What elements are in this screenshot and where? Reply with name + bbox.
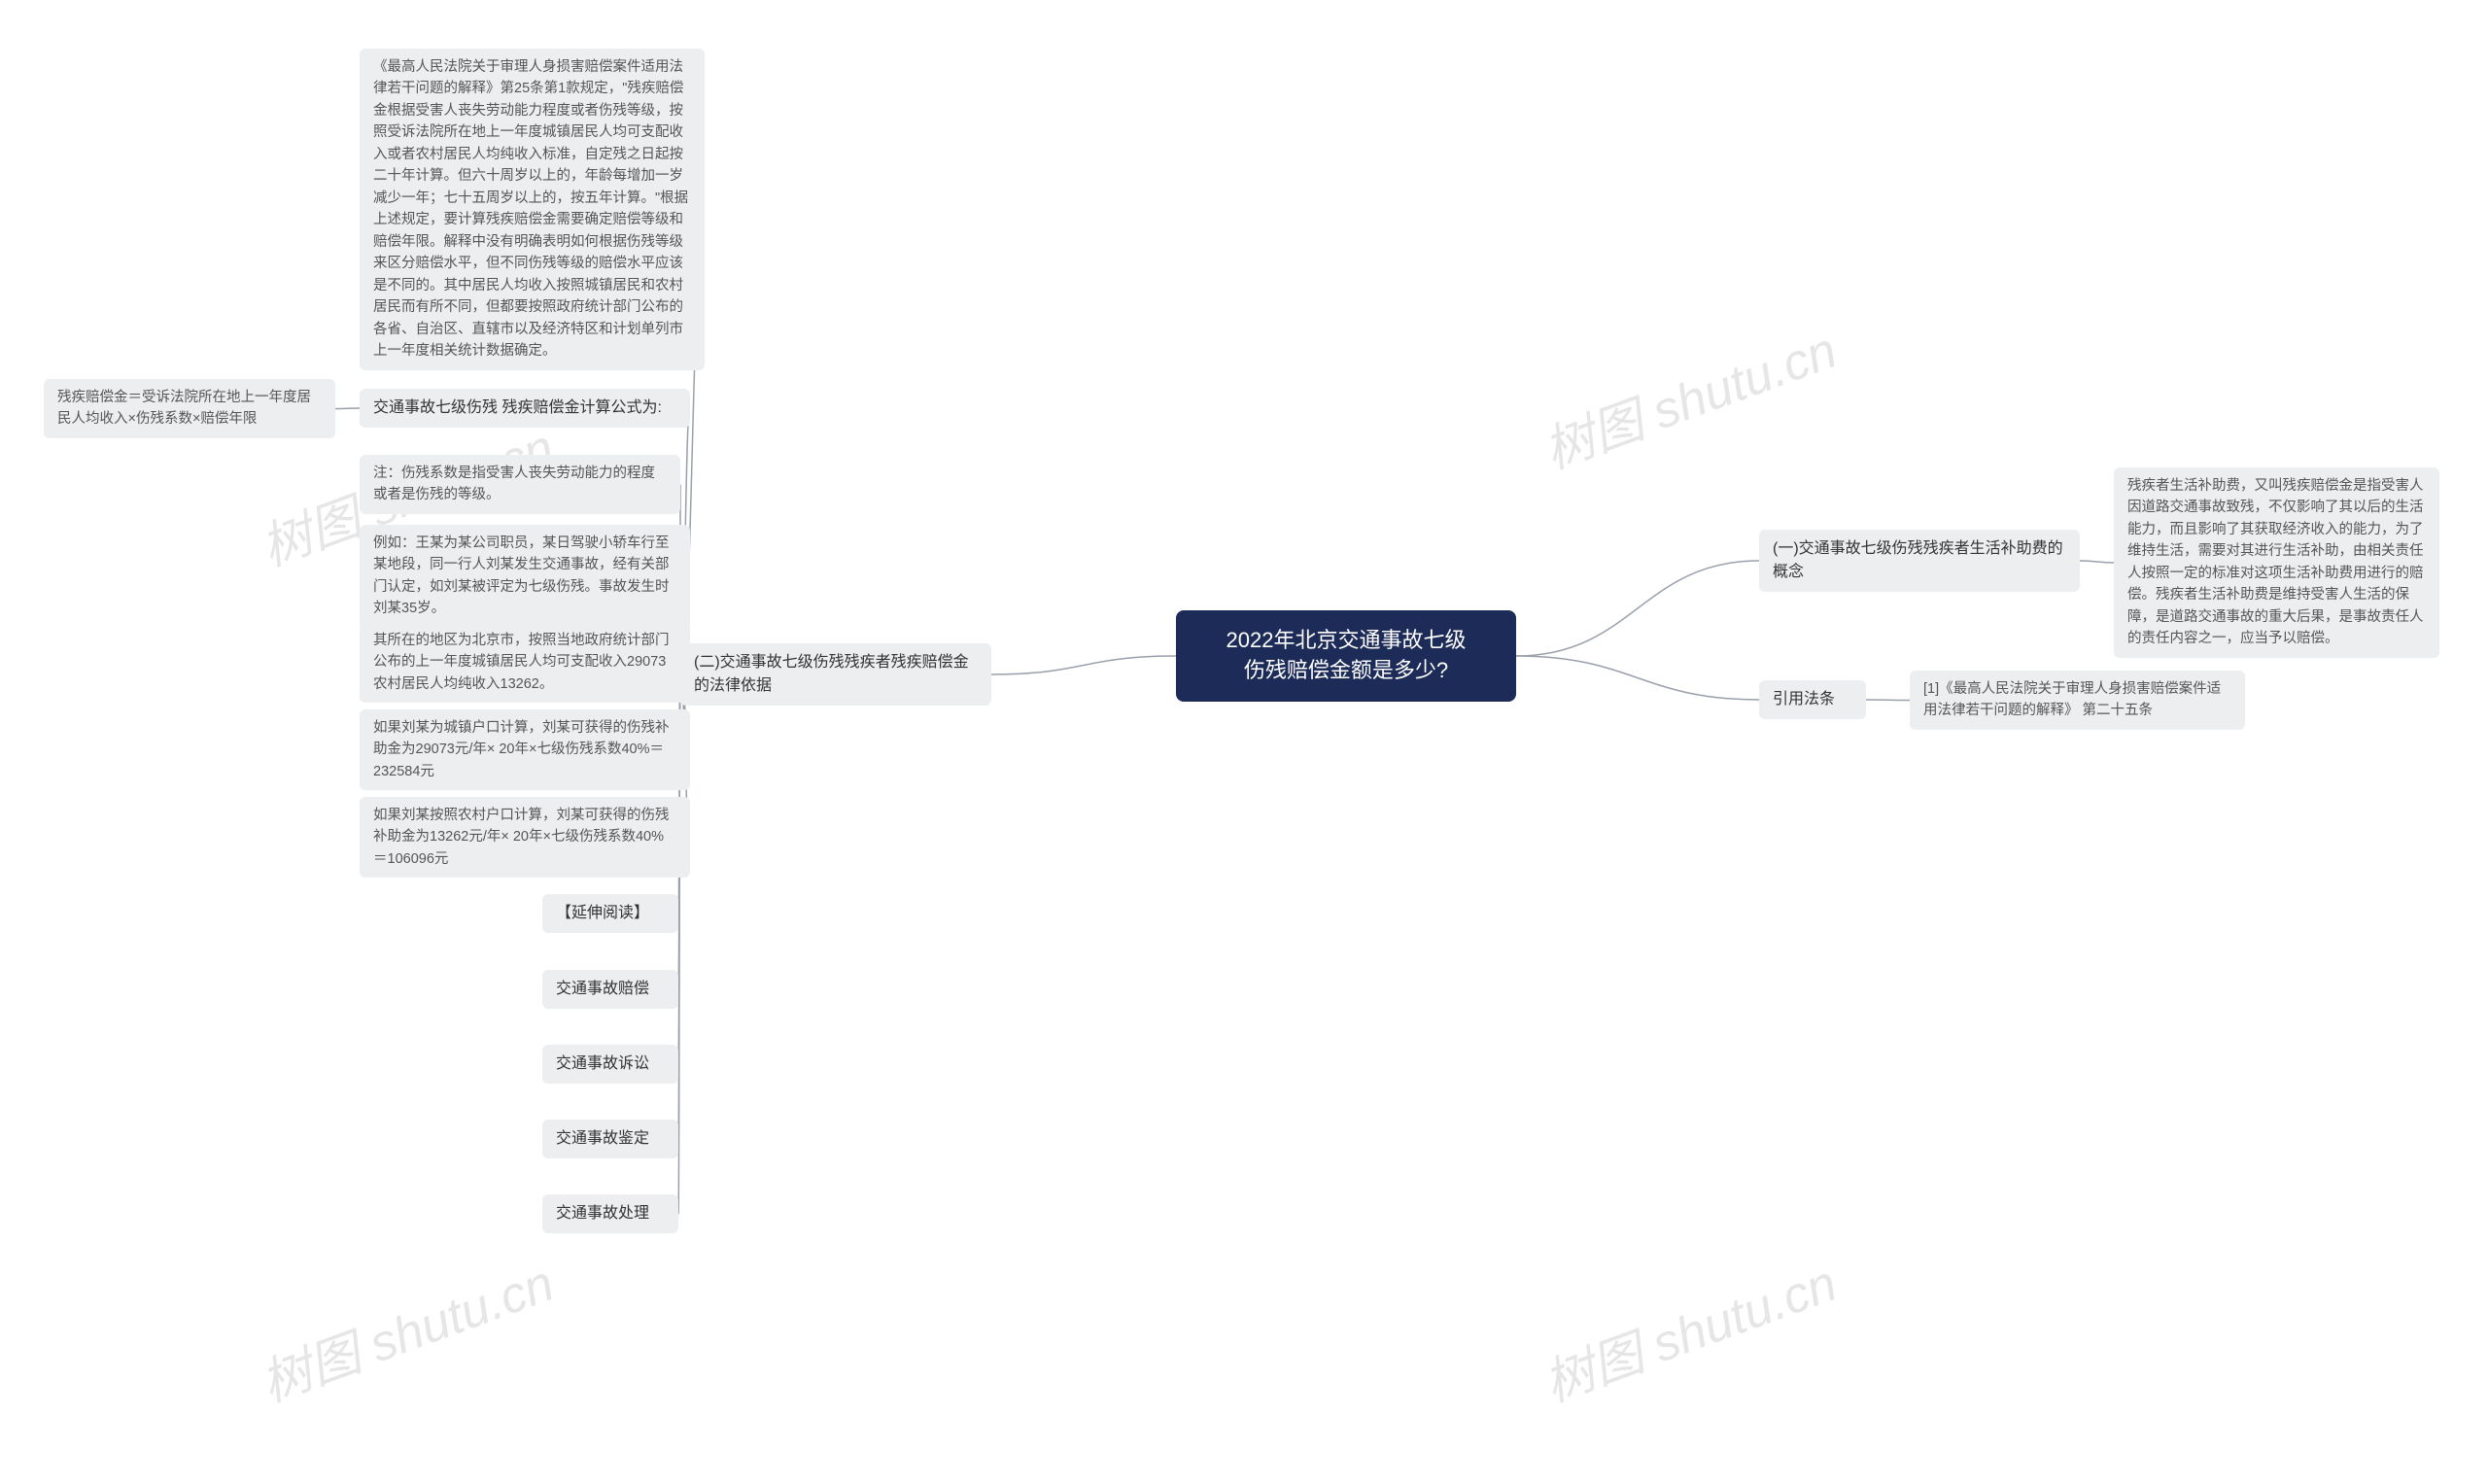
mindmap-node[interactable]: 《最高人民法院关于审理人身损害赔偿案件适用法律若干问题的解释》第25条第1款规定… <box>360 49 705 370</box>
edge <box>1516 656 1759 700</box>
watermark: 树图 shutu.cn <box>1533 309 1846 482</box>
node-label: 2022年北京交通事故七级 伤残赔偿金额是多少? <box>1227 628 1467 682</box>
mindmap-node[interactable]: 例如：王某为某公司职员，某日驾驶小轿车行至某地段，同一行人刘某发生交通事故，经有… <box>360 525 690 628</box>
mindmap-node[interactable]: [1]《最高人民法院关于审理人身损害赔偿案件适用法律若干问题的解释》 第二十五条 <box>1910 671 2245 730</box>
mindmap-node[interactable]: 2022年北京交通事故七级 伤残赔偿金额是多少? <box>1176 610 1516 702</box>
edge <box>2080 561 2114 563</box>
mindmap-node[interactable]: 交通事故七级伤残 残疾赔偿金计算公式为: <box>360 389 690 428</box>
watermark: 树图 shutu.cn <box>1533 1242 1846 1415</box>
mindmap-node[interactable]: 残疾者生活补助费，又叫残疾赔偿金是指受害人因道路交通事故致残，不仅影响了其以后的… <box>2114 467 2439 658</box>
node-label: 如果刘某为城镇户口计算，刘某可获得的伤残补助金为29073元/年× 20年×七级… <box>373 720 670 779</box>
mindmap-node[interactable]: 交通事故赔偿 <box>542 970 678 1009</box>
mindmap-node[interactable]: 【延伸阅读】 <box>542 894 678 933</box>
node-label: (一)交通事故七级伤残残疾者生活补助费的概念 <box>1773 540 2063 580</box>
node-label: 交通事故鉴定 <box>556 1130 649 1147</box>
node-label: 残疾赔偿金＝受诉法院所在地上一年度居民人均收入×伤残系数×赔偿年限 <box>57 390 311 427</box>
node-label: (二)交通事故七级伤残残疾者残疾赔偿金的法律依据 <box>694 654 969 694</box>
watermark: 树图 shutu.cn <box>250 1242 563 1415</box>
mindmap-node[interactable]: 其所在的地区为北京市，按照当地政府统计部门公布的上一年度城镇居民人均可支配收入2… <box>360 622 690 703</box>
node-label: 交通事故处理 <box>556 1205 649 1222</box>
node-label: 交通事故诉讼 <box>556 1055 649 1072</box>
node-label: 交通事故七级伤残 残疾赔偿金计算公式为: <box>373 399 662 416</box>
node-label: 引用法条 <box>1773 691 1835 707</box>
edge <box>1866 700 1910 701</box>
mindmap-node[interactable]: (一)交通事故七级伤残残疾者生活补助费的概念 <box>1759 530 2080 592</box>
mindmap-node[interactable]: 如果刘某按照农村户口计算，刘某可获得的伤残补助金为13262元/年× 20年×七… <box>360 797 690 878</box>
node-label: [1]《最高人民法院关于审理人身损害赔偿案件适用法律若干问题的解释》 第二十五条 <box>1923 681 2221 718</box>
node-label: 其所在的地区为北京市，按照当地政府统计部门公布的上一年度城镇居民人均可支配收入2… <box>373 633 670 692</box>
edge <box>1516 561 1759 656</box>
mindmap-node[interactable]: 交通事故诉讼 <box>542 1045 678 1084</box>
mindmap-node[interactable]: 注：伤残系数是指受害人丧失劳动能力的程度或者是伤残的等级。 <box>360 455 680 514</box>
node-label: 【延伸阅读】 <box>556 905 649 921</box>
node-label: 交通事故赔偿 <box>556 981 649 997</box>
mindmap-node[interactable]: (二)交通事故七级伤残残疾者残疾赔偿金的法律依据 <box>680 643 991 706</box>
edge <box>335 408 360 409</box>
mindmap-canvas: 树图 shutu.cn树图 shutu.cn树图 shutu.cn树图 shut… <box>0 0 2488 1484</box>
node-label: 残疾者生活补助费，又叫残疾赔偿金是指受害人因道路交通事故致残，不仅影响了其以后的… <box>2127 478 2424 646</box>
node-label: 例如：王某为某公司职员，某日驾驶小轿车行至某地段，同一行人刘某发生交通事故，经有… <box>373 535 670 616</box>
node-label: 如果刘某按照农村户口计算，刘某可获得的伤残补助金为13262元/年× 20年×七… <box>373 808 670 867</box>
mindmap-node[interactable]: 交通事故处理 <box>542 1194 678 1233</box>
node-label: 《最高人民法院关于审理人身损害赔偿案件适用法律若干问题的解释》第25条第1款规定… <box>373 59 688 359</box>
mindmap-node[interactable]: 引用法条 <box>1759 680 1866 719</box>
mindmap-node[interactable]: 残疾赔偿金＝受诉法院所在地上一年度居民人均收入×伤残系数×赔偿年限 <box>44 379 335 438</box>
node-label: 注：伤残系数是指受害人丧失劳动能力的程度或者是伤残的等级。 <box>373 466 655 502</box>
mindmap-node[interactable]: 交通事故鉴定 <box>542 1120 678 1158</box>
edge <box>991 656 1176 674</box>
mindmap-node[interactable]: 如果刘某为城镇户口计算，刘某可获得的伤残补助金为29073元/年× 20年×七级… <box>360 709 690 790</box>
